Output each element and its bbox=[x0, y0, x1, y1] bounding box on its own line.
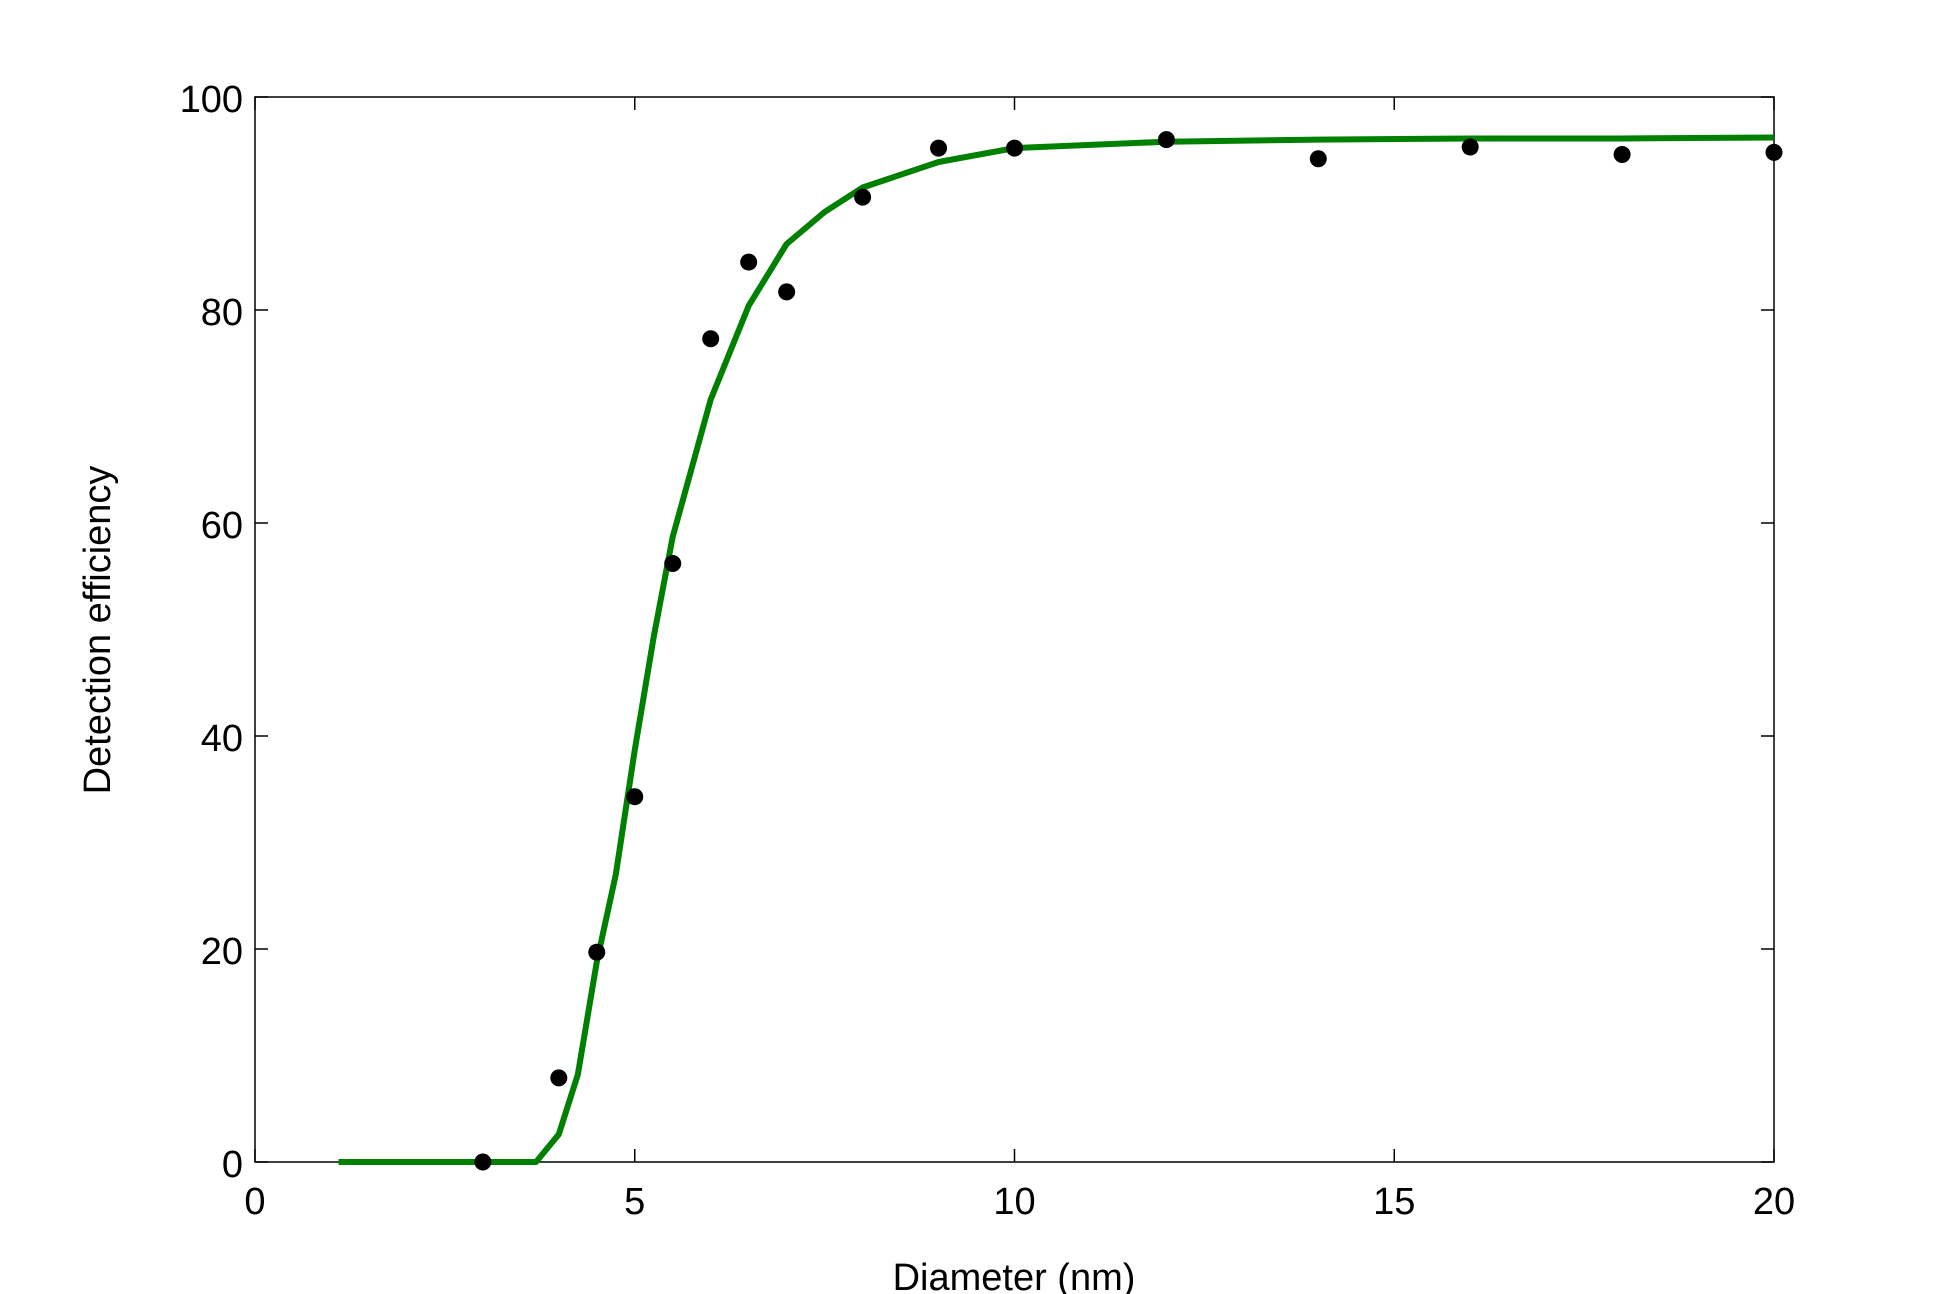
x-tick-label: 5 bbox=[624, 1181, 645, 1223]
plot-frame bbox=[254, 96, 1775, 1163]
x-tick-label: 10 bbox=[993, 1181, 1035, 1223]
y-tick-label: 0 bbox=[222, 1144, 243, 1186]
data-point bbox=[854, 188, 872, 206]
data-point bbox=[778, 283, 796, 301]
data-point bbox=[550, 1069, 568, 1087]
data-point bbox=[1309, 150, 1327, 168]
data-point bbox=[740, 253, 758, 271]
y-tick-label: 40 bbox=[201, 718, 243, 760]
fit-line bbox=[338, 134, 1775, 1165]
y-tick-label: 60 bbox=[201, 505, 243, 547]
data-point bbox=[1765, 143, 1783, 161]
x-tick-label: 20 bbox=[1753, 1181, 1795, 1223]
data-point bbox=[1613, 146, 1631, 164]
x-tick-label: 0 bbox=[244, 1181, 265, 1223]
data-point bbox=[1157, 131, 1175, 149]
data-point bbox=[1006, 139, 1023, 157]
data-point bbox=[626, 788, 644, 806]
data-point bbox=[474, 1153, 492, 1171]
x-tick-label: 15 bbox=[1373, 1181, 1415, 1223]
data-point bbox=[588, 943, 606, 961]
x-axis-label: Diameter (nm) bbox=[893, 1257, 1136, 1294]
data-point bbox=[930, 139, 948, 157]
data-point bbox=[1461, 138, 1479, 156]
data-point bbox=[664, 554, 682, 572]
y-tick-label: 80 bbox=[201, 292, 243, 334]
y-tick-label: 100 bbox=[180, 79, 243, 121]
y-axis-label: Detection efficiency bbox=[77, 466, 119, 795]
data-point bbox=[702, 330, 720, 348]
y-tick-label: 20 bbox=[201, 931, 243, 973]
